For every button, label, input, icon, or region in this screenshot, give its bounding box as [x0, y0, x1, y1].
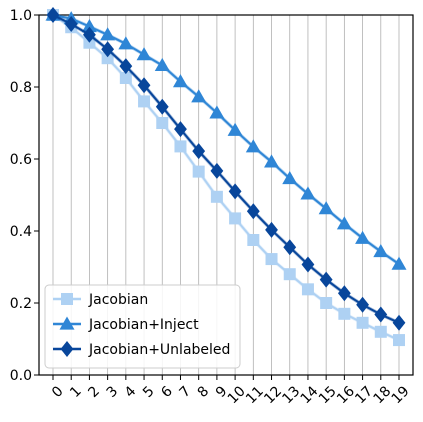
data-point — [227, 122, 243, 136]
data-point — [155, 98, 169, 115]
data-point — [264, 154, 280, 168]
data-point — [156, 117, 169, 129]
data-point — [283, 268, 296, 281]
data-point — [300, 186, 316, 200]
data-point — [192, 165, 205, 178]
data-point — [265, 221, 278, 238]
legend: Jacobian Jacobian+Inject Jacobian+Unlabele… — [44, 284, 241, 369]
data-point — [282, 170, 298, 185]
data-point — [355, 230, 371, 244]
series-3 — [46, 7, 406, 331]
data-point — [320, 297, 333, 309]
data-point — [137, 77, 151, 94]
data-point — [374, 306, 388, 323]
legend-label: Jacobian — [88, 292, 148, 308]
y-tick-label: 1.0 — [10, 8, 32, 24]
data-point — [228, 183, 242, 200]
data-point — [392, 314, 406, 331]
data-point — [209, 105, 225, 119]
y-tick-label: 0.6 — [10, 152, 32, 168]
x-tick-label: 19 — [389, 383, 413, 407]
data-point — [318, 201, 334, 215]
data-point — [119, 58, 133, 75]
x-tick-label: 7 — [176, 383, 194, 401]
data-point — [46, 7, 60, 23]
grid-lines — [52, 15, 400, 375]
legend-marker — [61, 293, 73, 305]
data-point — [100, 27, 116, 41]
data-point — [81, 19, 97, 33]
data-point — [101, 41, 115, 58]
legend-item: Jacobian — [53, 292, 148, 308]
legend-label: Jacobian+Inject — [88, 317, 199, 333]
data-point — [338, 307, 351, 320]
data-point — [172, 74, 188, 88]
legend-marker — [60, 341, 74, 357]
data-point — [245, 139, 261, 153]
data-point — [138, 95, 151, 108]
data-point — [373, 244, 389, 258]
data-point — [391, 256, 407, 270]
data-point — [301, 256, 315, 273]
x-tick-label: 8 — [195, 383, 213, 401]
data-point — [301, 283, 314, 296]
data-point — [101, 52, 114, 65]
data-point — [191, 89, 207, 103]
legend-box — [44, 284, 241, 369]
data-point — [210, 162, 224, 179]
data-point — [356, 316, 369, 329]
data-point — [83, 26, 96, 43]
y-tick-label: 0.0 — [10, 368, 32, 384]
x-tick-label: 2 — [85, 383, 103, 401]
x-tick-label: 4 — [122, 383, 140, 401]
data-point — [246, 203, 260, 220]
data-point — [118, 36, 134, 50]
data-point — [337, 285, 351, 302]
legend-label: Jacobian+Unlabeled — [88, 342, 230, 358]
data-point — [174, 140, 187, 153]
data-point — [319, 271, 333, 288]
x-tick-label: 6 — [158, 383, 176, 401]
data-point — [136, 47, 152, 61]
legend-item: Jacobian+Inject — [53, 316, 199, 333]
data-point — [64, 16, 78, 32]
data-point — [154, 57, 170, 72]
data-point — [393, 334, 405, 347]
data-point — [174, 121, 187, 138]
y-tick-label: 0.8 — [10, 80, 32, 96]
series-layer — [45, 7, 407, 347]
x-tick-label: 5 — [140, 383, 158, 401]
y-tick-label: 0.2 — [10, 296, 32, 312]
data-point — [265, 253, 278, 266]
series-2 — [45, 7, 407, 270]
plot-frame — [38, 14, 414, 376]
data-point — [210, 190, 223, 203]
data-point — [356, 296, 369, 313]
data-point — [336, 216, 352, 230]
data-point — [283, 239, 297, 256]
x-tick-label: 3 — [104, 383, 122, 401]
data-point — [247, 234, 260, 246]
legend-marker — [59, 316, 75, 330]
x-tick-label: 0 — [49, 383, 67, 401]
y-tick-label: 0.4 — [10, 224, 32, 240]
x-tick-label: 1 — [67, 383, 85, 401]
legend-item: Jacobian+Unlabeled — [53, 341, 230, 358]
data-point — [229, 212, 242, 225]
data-point — [374, 325, 387, 338]
data-point — [119, 72, 132, 84]
data-point — [192, 143, 206, 160]
